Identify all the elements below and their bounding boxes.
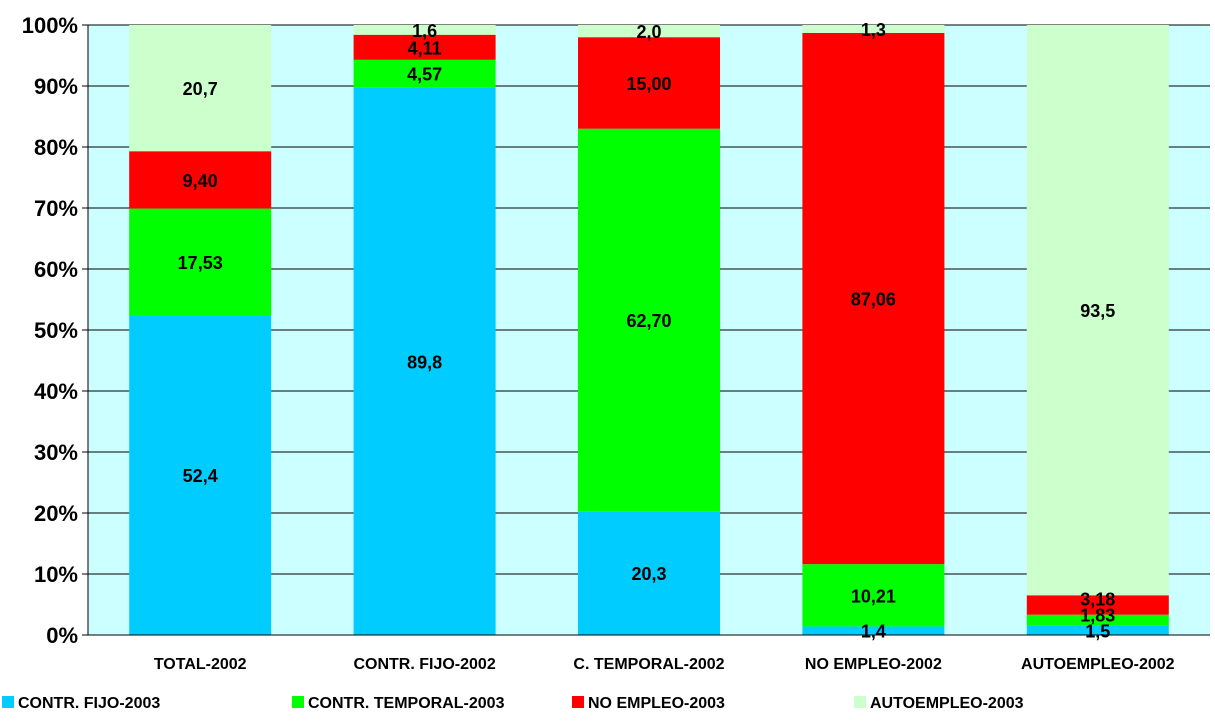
bar-c-temporal-2002-contr-fijo-2003 — [578, 511, 720, 635]
legend-swatch-autoempleo-2003 — [854, 696, 866, 708]
y-tick-label: 100% — [22, 13, 78, 38]
legend-label-autoempleo-2003: AUTOEMPLEO-2003 — [870, 695, 1024, 712]
y-tick-label: 40% — [34, 379, 78, 404]
y-tick-label: 20% — [34, 501, 78, 526]
legend-label-contr-temporal-2003: CONTR. TEMPORAL-2003 — [308, 695, 505, 712]
data-label-no-empleo-2002-contr-temporal-2003: 10,21 — [851, 586, 896, 606]
bar-c-temporal-2002-no-empleo-2003 — [578, 37, 720, 129]
legend-swatch-contr-fijo-2003 — [2, 696, 14, 708]
legend-label-contr-fijo-2003: CONTR. FIJO-2003 — [18, 695, 160, 712]
data-label-c-temporal-2002-autoempleo-2003: 2,0 — [636, 22, 661, 42]
data-labels: 52,4 17,53 9,40 20,7 89,8 4,57 4,111,6 20,3 62,7… — [178, 20, 1116, 642]
data-label-total-2002-autoempleo-2003: 20,7 — [183, 79, 218, 99]
bar-total-2002-autoempleo-2003 — [129, 25, 272, 152]
y-tick-label: 50% — [34, 318, 78, 343]
data-label-autoempleo-2002-no-empleo-2003: 3,18 — [1080, 589, 1115, 609]
data-label-no-empleo-2002-no-empleo-2003: 87,06 — [851, 290, 896, 310]
data-label-autoempleo-2002-autoempleo-2003: 93,5 — [1080, 301, 1115, 321]
y-tick-label: 10% — [34, 562, 78, 587]
data-label-contr-fijo-2002-contr-temporal-2003: 4,57 — [407, 65, 442, 85]
bar-total-2002-contr-temporal-2003 — [129, 208, 272, 316]
y-tick-label: 80% — [34, 135, 78, 160]
data-label-contr-fijo-2002-autoempleo-2003: 1,6 — [412, 21, 437, 41]
bar-no-empleo-2002-contr-fijo-2003 — [802, 626, 945, 635]
data-label-total-2002-contr-temporal-2003: 17,53 — [178, 253, 223, 273]
bar-total-2002-contr-fijo-2003 — [129, 315, 272, 635]
bar-no-empleo-2002-contr-temporal-2003 — [802, 564, 945, 627]
x-axis: TOTAL-2002 CONTR. FIJO-2002 C. TEMPORAL-20… — [88, 634, 1210, 673]
bar-c-temporal-2002-contr-temporal-2003 — [578, 128, 720, 512]
bar-autoempleo-2002-no-empleo-2003 — [1026, 595, 1169, 615]
data-label-contr-fijo-2002-contr-fijo-2003: 89,8 — [407, 352, 442, 372]
data-label-no-empleo-2002-contr-fijo-2003: 1,4 — [861, 622, 886, 642]
legend: CONTR. FIJO-2003 CONTR. TEMPORAL-2003 NO E… — [2, 695, 1024, 712]
bar-contr-fijo-2002-no-empleo-2003 — [353, 34, 496, 60]
y-axis: 0% 10% 20% 30% 40% 50% 60% 70% 80% 90% 100% — [22, 13, 89, 648]
legend-swatch-no-empleo-2003 — [572, 696, 584, 708]
data-label-c-temporal-2002-no-empleo-2003: 15,00 — [626, 74, 671, 94]
data-label-c-temporal-2002-contr-fijo-2003: 20,3 — [631, 564, 666, 584]
bar-contr-fijo-2002-autoempleo-2003 — [353, 25, 496, 35]
bars — [129, 25, 1169, 635]
data-label-total-2002-no-empleo-2003: 9,40 — [183, 171, 218, 191]
x-tick-label: TOTAL-2002 — [154, 656, 247, 673]
data-label-no-empleo-2002-autoempleo-2003: 1,3 — [861, 20, 886, 40]
y-tick-label: 60% — [34, 257, 78, 282]
data-label-contr-fijo-2002-no-empleo-2003: 4,11 — [408, 38, 442, 58]
data-label-autoempleo-2002-contr-temporal-2003: 1,83 — [1080, 605, 1115, 625]
bar-autoempleo-2002-contr-temporal-2003 — [1026, 614, 1169, 626]
x-tick-label: NO EMPLEO-2002 — [805, 656, 942, 673]
bar-autoempleo-2002-autoempleo-2003 — [1026, 25, 1169, 596]
bar-no-empleo-2002-no-empleo-2003 — [802, 32, 945, 565]
bar-contr-fijo-2002-contr-fijo-2003 — [353, 87, 496, 635]
legend-swatch-contr-temporal-2003 — [292, 696, 304, 708]
bar-no-empleo-2002-autoempleo-2003 — [802, 25, 945, 33]
data-label-total-2002-contr-fijo-2003: 52,4 — [183, 466, 218, 486]
y-tick-label: 0% — [46, 623, 78, 648]
y-tick-label: 90% — [34, 74, 78, 99]
x-tick-label: CONTR. FIJO-2002 — [353, 656, 495, 673]
bar-contr-fijo-2002-contr-temporal-2003 — [353, 59, 496, 88]
x-tick-label: C. TEMPORAL-2002 — [573, 656, 724, 673]
y-tick-label: 30% — [34, 440, 78, 465]
data-label-c-temporal-2002-contr-temporal-2003: 62,70 — [626, 311, 671, 331]
bar-autoempleo-2002-contr-fijo-2003 — [1026, 625, 1169, 635]
x-tick-label: AUTOEMPLEO-2002 — [1021, 656, 1175, 673]
legend-label-no-empleo-2003: NO EMPLEO-2003 — [588, 695, 725, 712]
bar-total-2002-no-empleo-2003 — [129, 151, 272, 209]
data-label-autoempleo-2002-contr-fijo-2003: 1,5 — [1085, 621, 1110, 641]
bar-c-temporal-2002-autoempleo-2003 — [578, 25, 720, 38]
y-tick-label: 70% — [34, 196, 78, 221]
